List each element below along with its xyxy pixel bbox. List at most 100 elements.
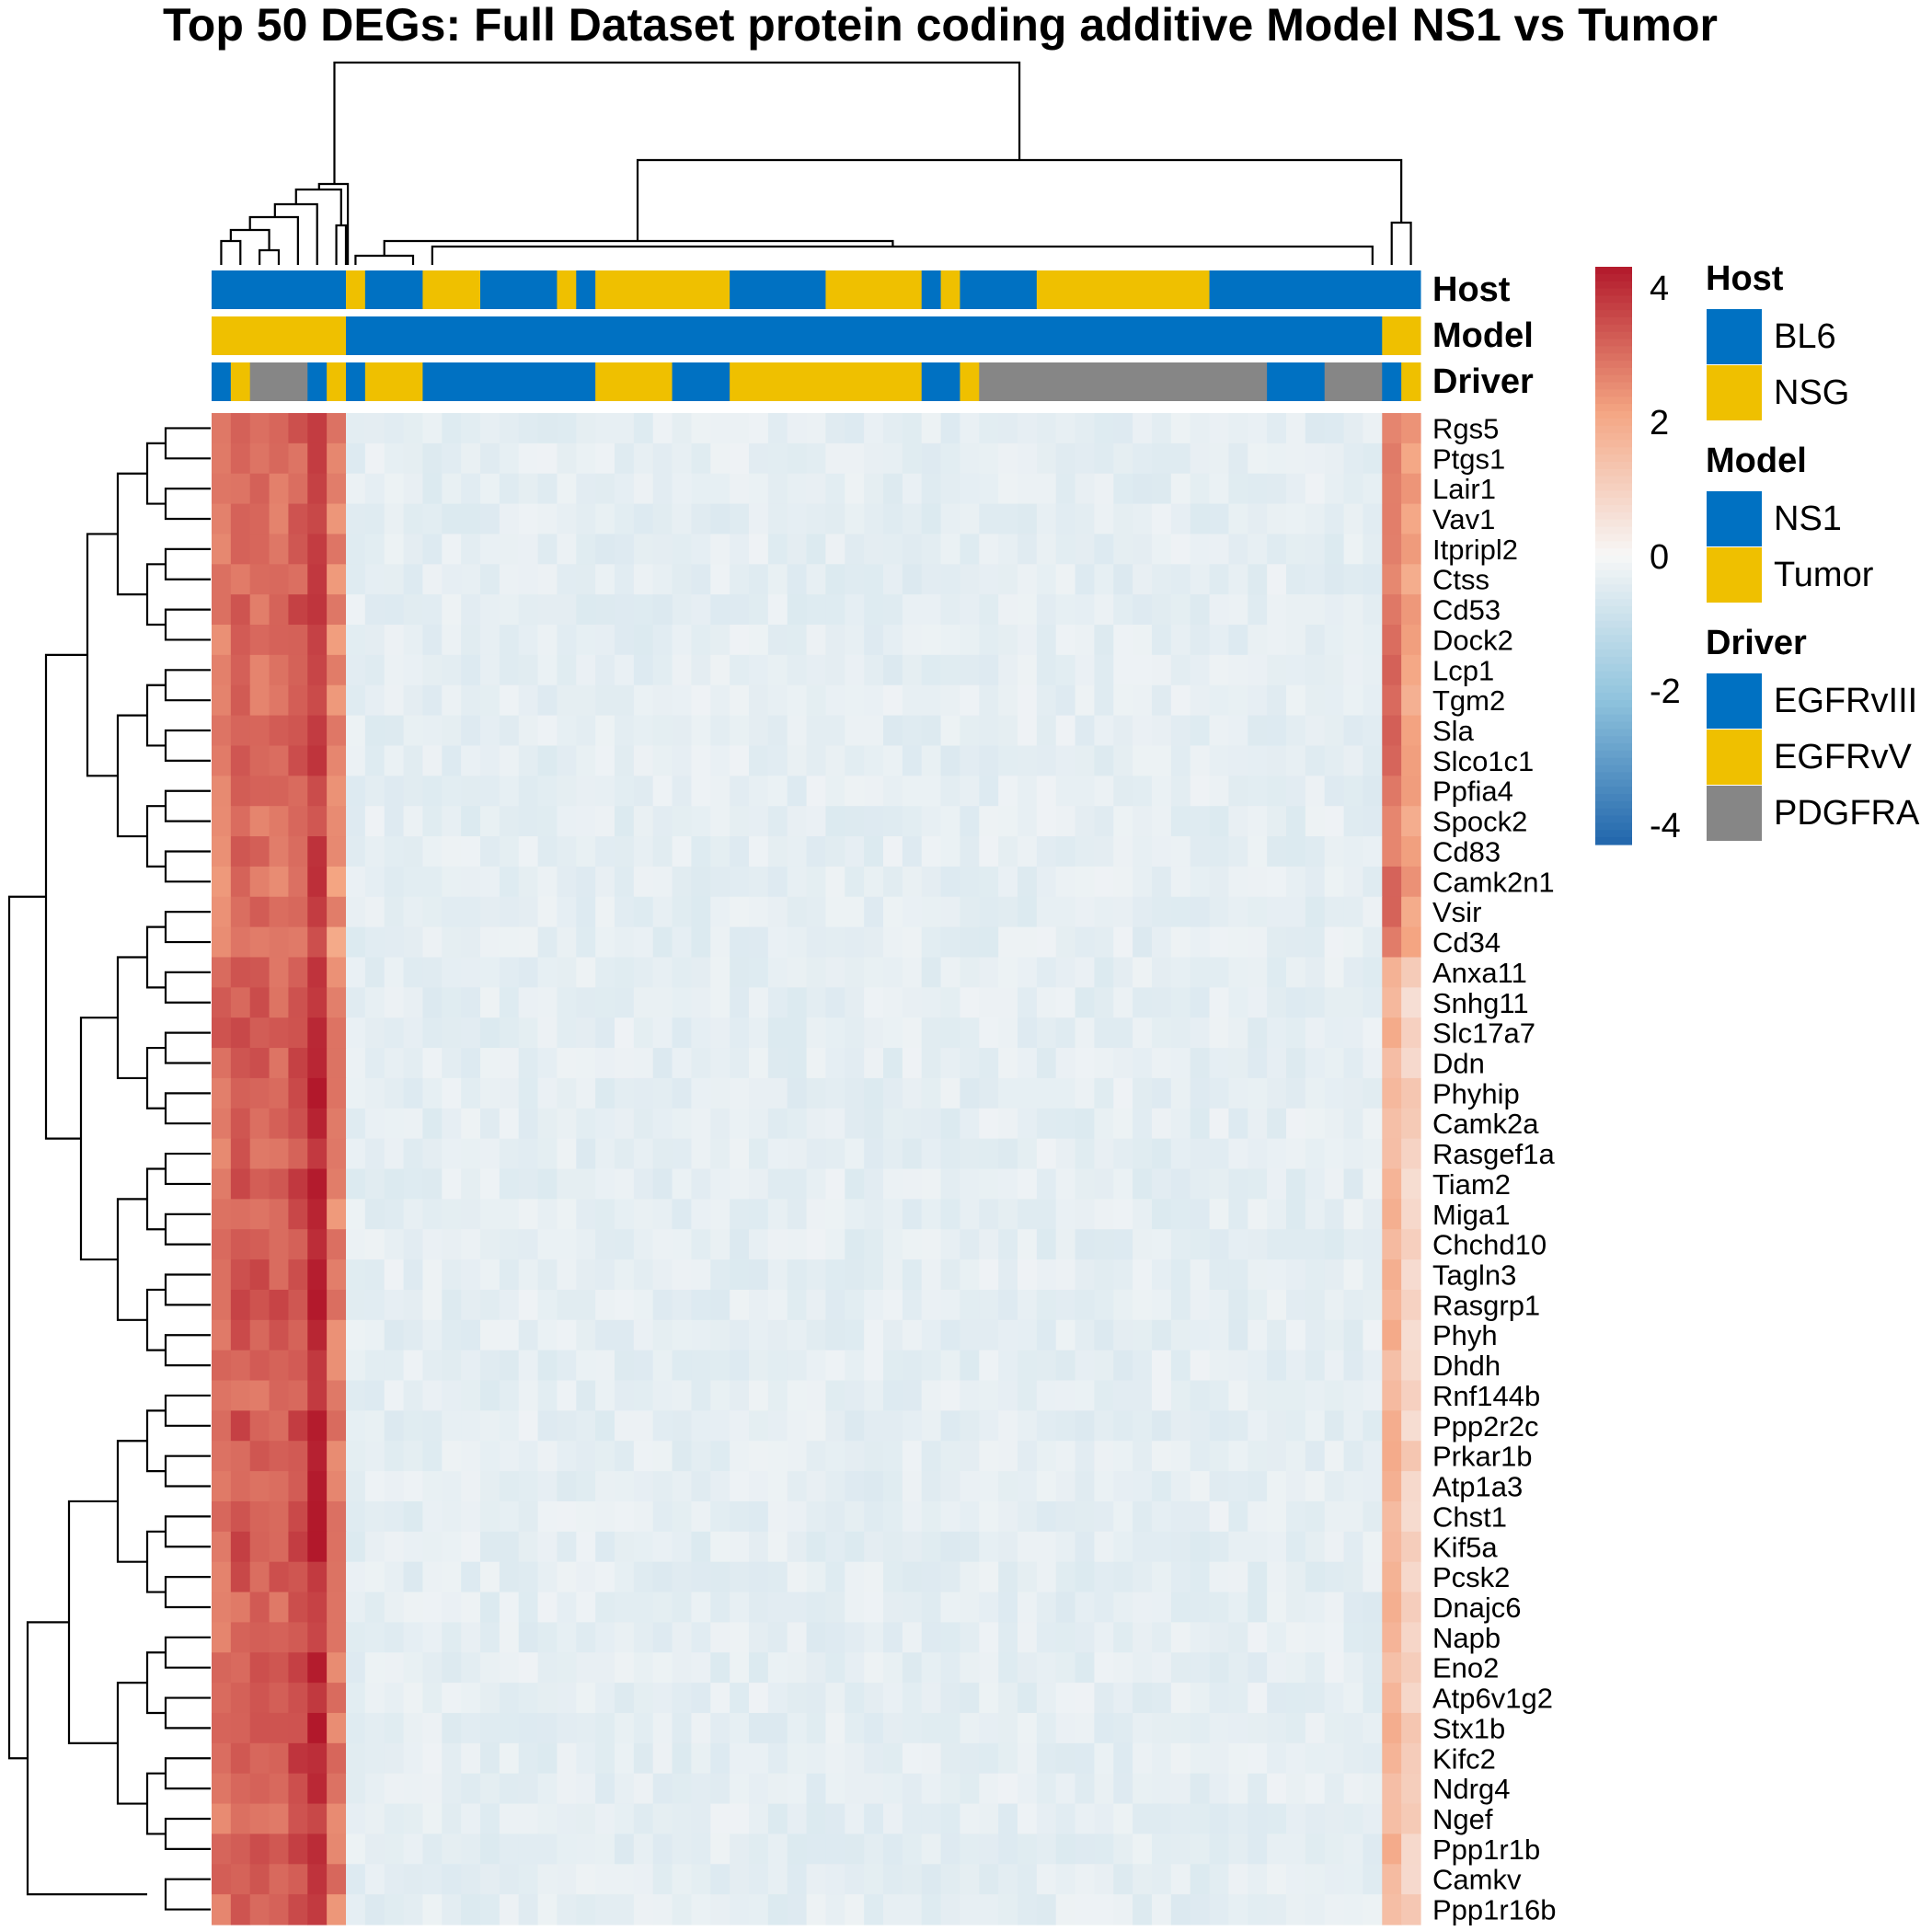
heatmap-cell [212,1652,232,1684]
heatmap-cell [499,1622,520,1653]
heatmap-cell [845,1380,865,1411]
heatmap-cell [307,926,328,959]
heatmap-cell [499,866,520,898]
heatmap-cell [327,1592,347,1623]
heatmap-cell [749,1683,769,1714]
heatmap-cell [806,1833,827,1865]
heatmap-cell [537,1864,558,1895]
heatmap-cell [307,1500,328,1533]
heatmap-cell [672,1803,693,1835]
heatmap-cell [633,1441,654,1472]
heatmap-cell [1190,1259,1211,1291]
heatmap-cell [883,1138,903,1170]
heatmap-cell [557,1864,577,1895]
heatmap-cell [384,1199,405,1230]
heatmap-cell [1286,1048,1306,1079]
heatmap-cell [1401,806,1421,837]
annotation-cell-host [346,270,366,309]
heatmap-cell [1305,1441,1326,1472]
heatmap-cell [595,1259,615,1291]
color-scale-segment [1595,483,1632,491]
heatmap-cell [1305,1380,1326,1411]
heatmap-cell [1286,1833,1306,1865]
heatmap-cell [1382,1773,1402,1805]
heatmap-cell [845,1864,865,1895]
heatmap-cell [1170,1803,1191,1835]
heatmap-cell [749,957,769,988]
heatmap-cell [998,1108,1018,1140]
heatmap-cell [269,926,290,959]
heatmap-cell [767,594,788,626]
heatmap-cell [710,564,730,595]
heatmap-cell [998,1742,1018,1775]
heatmap-cell [1305,1289,1326,1321]
heatmap-cell [1228,715,1248,747]
heatmap-cell [537,443,558,475]
heatmap-cell [1018,836,1038,868]
heatmap-cell [1018,413,1038,444]
annotation-cell-driver [1267,362,1326,401]
heatmap-cell [1036,625,1057,656]
heatmap-cell [672,1289,693,1321]
heatmap-cell [672,776,693,807]
heatmap-cell [364,926,385,959]
heatmap-cell [1152,473,1172,505]
heatmap-cell [710,1199,730,1230]
heatmap-cell [442,896,462,928]
heatmap-cell [940,684,961,717]
dendrogram-branch [79,1017,118,1261]
heatmap-cell [883,1712,903,1744]
heatmap-cell [615,1138,635,1170]
heatmap-cell [461,1229,481,1260]
heatmap-cell [1343,1077,1364,1109]
heatmap-cell [902,1229,923,1260]
color-scale-segment [1595,721,1632,730]
heatmap-cell [364,1683,385,1714]
dendrogram-branch [220,239,242,265]
heatmap-cell [1094,684,1114,717]
heatmap-cell [749,1864,769,1895]
heatmap-cell [461,413,481,444]
heatmap-cell [902,1441,923,1472]
heatmap-cell [1113,1742,1133,1775]
heatmap-cell [806,926,827,959]
heatmap-cell [1401,836,1421,868]
heatmap-cell [364,473,385,505]
heatmap-cell [1228,957,1248,988]
heatmap-cell [461,836,481,868]
heatmap-cell [902,957,923,988]
heatmap-cell [806,1259,827,1291]
heatmap-cell [979,1500,999,1533]
heatmap-cell [979,1742,999,1775]
heatmap-cell [652,594,673,626]
heatmap-cell [940,1833,961,1865]
heatmap-cell [576,1380,596,1411]
heatmap-cell [1363,654,1383,686]
heatmap-cell [1363,1833,1383,1865]
heatmap-cell [307,715,328,747]
heatmap-cell [1343,1229,1364,1260]
heatmap-cell [921,534,942,565]
heatmap-cell [1170,1833,1191,1865]
dendrogram-branch [145,1409,166,1473]
heatmap-cell [1286,1471,1306,1502]
row-label: Camk2a [1432,1108,1539,1140]
heatmap-cell [749,1500,769,1533]
heatmap-cell [615,413,635,444]
heatmap-cell [576,443,596,475]
heatmap-cell [767,473,788,505]
heatmap-cell [364,866,385,898]
heatmap-cell [1209,896,1230,928]
heatmap-cell [461,1350,481,1382]
heatmap-cell [1190,625,1211,656]
heatmap-cell [902,1864,923,1895]
heatmap-cell [1036,473,1057,505]
heatmap-cell [710,1410,730,1442]
heatmap-cell [1055,1168,1076,1200]
heatmap-cell [787,473,808,505]
heatmap-cell [422,776,443,807]
dendrogram-branch [164,427,211,460]
heatmap-cell [499,1319,520,1351]
heatmap-cell [307,1773,328,1805]
heatmap-cell [269,806,290,837]
